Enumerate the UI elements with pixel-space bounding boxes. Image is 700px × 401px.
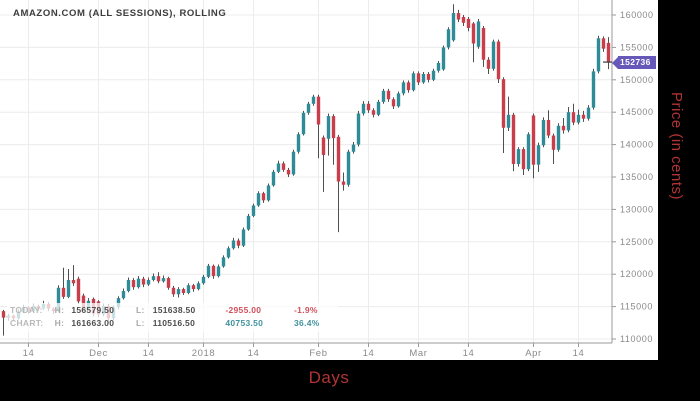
svg-text:2018: 2018: [192, 348, 216, 359]
x-axis-title: Days: [308, 368, 350, 387]
today-change-percent: -1.9%: [294, 305, 318, 315]
svg-text:110000: 110000: [620, 334, 653, 344]
chart-high-key: H:: [54, 318, 65, 328]
svg-text:125000: 125000: [620, 237, 654, 247]
svg-text:145000: 145000: [620, 107, 654, 117]
bottom-axis-band: Days: [0, 360, 700, 401]
today-high-key: H:: [54, 305, 65, 315]
svg-text:150000: 150000: [620, 75, 654, 85]
price-tag-arrow-icon: [612, 56, 618, 69]
svg-text:155000: 155000: [620, 42, 654, 52]
chart-low-value: 110516.50: [152, 318, 196, 328]
stats-legend: TODAY: H: 156579.50 L: 151638.50 -2955.0…: [7, 303, 339, 332]
today-low-key: L:: [136, 305, 145, 315]
today-low-value: 151638.50: [152, 305, 196, 315]
svg-text:135000: 135000: [620, 172, 654, 182]
chart-title: AMAZON.COM (ALL SESSIONS), ROLLING: [13, 8, 227, 19]
chart-change-percent: 36.4%: [294, 318, 320, 328]
svg-text:130000: 130000: [620, 204, 654, 214]
today-high-value: 156579.50: [71, 305, 115, 315]
svg-text:Dec: Dec: [89, 348, 108, 359]
svg-text:140000: 140000: [620, 140, 654, 150]
svg-text:115000: 115000: [620, 302, 653, 312]
legend-row-today: TODAY: H: 156579.50 L: 151638.50 -2955.0…: [10, 304, 332, 317]
chart-label: CHART:: [10, 318, 44, 328]
last-price-tag[interactable]: 152736: [612, 56, 656, 69]
svg-text:160000: 160000: [620, 10, 654, 20]
svg-text:Feb: Feb: [309, 348, 327, 359]
svg-text:14: 14: [363, 348, 375, 359]
y-axis-title: Price (in cents): [668, 92, 685, 201]
chart-canvas[interactable]: 110000 115000 120000 125000 130000 135000 1400…: [0, 0, 658, 360]
svg-text:Mar: Mar: [409, 348, 427, 359]
svg-text:14: 14: [573, 348, 585, 359]
svg-text:120000: 120000: [620, 269, 654, 279]
chart-change-value: 40753.50: [225, 318, 264, 328]
svg-text:Apr: Apr: [525, 348, 542, 359]
svg-text:14: 14: [463, 348, 475, 359]
svg-text:14: 14: [248, 348, 260, 359]
legend-row-chart: CHART: H: 161663.00 L: 110516.50 40753.5…: [10, 317, 332, 330]
candlestick-chart: 110000 115000 120000 125000 130000 135000 1400…: [0, 0, 654, 359]
svg-text:14: 14: [23, 348, 35, 359]
chart-low-key: L:: [136, 318, 145, 328]
svg-text:14: 14: [143, 348, 155, 359]
price-tag-value: 152736: [618, 56, 656, 69]
today-change-value: -2955.00: [225, 305, 262, 315]
right-axis-band: Price (in cents): [658, 0, 700, 401]
chart-high-value: 161663.00: [71, 318, 115, 328]
today-label: TODAY:: [10, 305, 43, 315]
